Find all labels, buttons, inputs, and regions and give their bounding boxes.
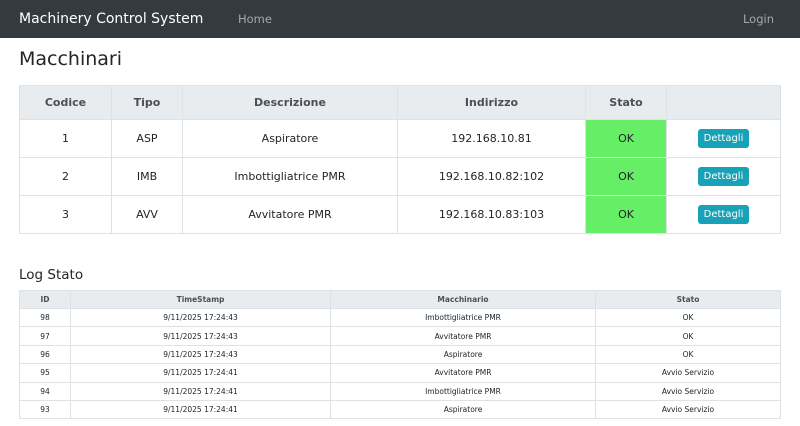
- log-id: 96: [19, 344, 71, 365]
- log-row: 96 9/11/2025 17:24:43 Aspiratore OK: [19, 344, 781, 365]
- machine-codice: 3: [19, 195, 112, 234]
- log-macchinario: Aspiratore: [330, 399, 596, 420]
- log-timestamp: 9/11/2025 17:24:41: [70, 381, 331, 401]
- machines-header-row: Codice Tipo Descrizione Indirizzo Stato: [19, 85, 781, 120]
- machine-row: 2 IMB Imbottigliatrice PMR 192.168.10.82…: [19, 157, 781, 196]
- machine-codice: 1: [19, 119, 112, 158]
- log-table: ID TimeStamp Macchinario Stato 98 9/11/2…: [19, 290, 781, 420]
- log-timestamp: 9/11/2025 17:24:41: [70, 399, 331, 420]
- machine-tipo: AVV: [111, 195, 183, 234]
- log-id: 97: [19, 326, 71, 346]
- column-header-descrizione: Descrizione: [182, 85, 398, 120]
- machines-table: Codice Tipo Descrizione Indirizzo Stato …: [19, 85, 781, 234]
- log-stato: OK: [595, 307, 781, 328]
- log-macchinario: Imbottigliatrice PMR: [330, 307, 596, 328]
- machine-indirizzo: 192.168.10.81: [397, 119, 586, 158]
- column-header-codice: Codice: [19, 85, 112, 120]
- log-id: 95: [19, 363, 71, 383]
- log-column-header-id: ID: [19, 290, 71, 309]
- log-stato: Avvio Servizio: [595, 363, 781, 383]
- log-row: 97 9/11/2025 17:24:43 Avvitatore PMR OK: [19, 326, 781, 346]
- machine-descrizione: Imbottigliatrice PMR: [182, 157, 398, 196]
- machine-tipo: IMB: [111, 157, 183, 196]
- details-button[interactable]: Dettagli: [697, 167, 750, 186]
- column-header-stato: Stato: [585, 85, 667, 120]
- machine-tipo: ASP: [111, 119, 183, 158]
- log-stato: Avvio Servizio: [595, 399, 781, 420]
- log-id: 98: [19, 307, 71, 328]
- machine-indirizzo: 192.168.10.82:102: [397, 157, 586, 196]
- nav-home-link[interactable]: Home: [238, 12, 272, 26]
- log-id: 94: [19, 381, 71, 401]
- brand-link[interactable]: Machinery Control System: [19, 11, 204, 27]
- machine-row: 1 ASP Aspiratore 192.168.10.81 OK Dettag…: [19, 119, 781, 158]
- log-macchinario: Imbottigliatrice PMR: [330, 381, 596, 401]
- log-stato: OK: [595, 344, 781, 365]
- log-timestamp: 9/11/2025 17:24:43: [70, 307, 331, 328]
- log-macchinario: Aspiratore: [330, 344, 596, 365]
- log-timestamp: 9/11/2025 17:24:41: [70, 363, 331, 383]
- log-row: 95 9/11/2025 17:24:41 Avvitatore PMR Avv…: [19, 363, 781, 383]
- log-title: Log Stato: [19, 267, 84, 283]
- log-column-header-timestamp: TimeStamp: [70, 290, 331, 309]
- column-header-tipo: Tipo: [111, 85, 183, 120]
- log-stato: Avvio Servizio: [595, 381, 781, 401]
- navbar: Machinery Control System Home Login: [0, 0, 800, 38]
- column-header-actions: [666, 85, 781, 120]
- machine-status: OK: [585, 195, 667, 234]
- machine-descrizione: Avvitatore PMR: [182, 195, 398, 234]
- machine-row: 3 AVV Avvitatore PMR 192.168.10.83:103 O…: [19, 195, 781, 234]
- machine-descrizione: Aspiratore: [182, 119, 398, 158]
- log-macchinario: Avvitatore PMR: [330, 326, 596, 346]
- log-timestamp: 9/11/2025 17:24:43: [70, 326, 331, 346]
- log-macchinario: Avvitatore PMR: [330, 363, 596, 383]
- nav-login-link[interactable]: Login: [742, 12, 774, 26]
- log-row: 98 9/11/2025 17:24:43 Imbottigliatrice P…: [19, 307, 781, 328]
- log-header-row: ID TimeStamp Macchinario Stato: [19, 290, 781, 309]
- log-row: 94 9/11/2025 17:24:41 Imbottigliatrice P…: [19, 381, 781, 401]
- details-button[interactable]: Dettagli: [697, 205, 750, 224]
- column-header-indirizzo: Indirizzo: [397, 85, 586, 120]
- machine-status: OK: [585, 119, 667, 158]
- log-timestamp: 9/11/2025 17:24:43: [70, 344, 331, 365]
- machine-actions-cell: Dettagli: [666, 119, 781, 158]
- log-column-header-stato: Stato: [595, 290, 781, 309]
- page-title: Macchinari: [19, 48, 123, 70]
- machine-indirizzo: 192.168.10.83:103: [397, 195, 586, 234]
- log-column-header-macchinario: Macchinario: [330, 290, 596, 309]
- log-row: 93 9/11/2025 17:24:41 Aspiratore Avvio S…: [19, 399, 781, 420]
- machine-actions-cell: Dettagli: [666, 195, 781, 234]
- machine-codice: 2: [19, 157, 112, 196]
- machine-status: OK: [585, 157, 667, 196]
- details-button[interactable]: Dettagli: [697, 129, 750, 148]
- log-id: 93: [19, 399, 71, 420]
- log-stato: OK: [595, 326, 781, 346]
- machine-actions-cell: Dettagli: [666, 157, 781, 196]
